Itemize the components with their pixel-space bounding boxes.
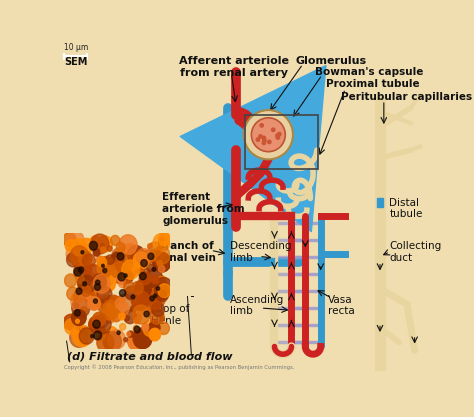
- Text: Distal
tubule: Distal tubule: [389, 198, 423, 219]
- Circle shape: [251, 118, 285, 152]
- Circle shape: [278, 133, 281, 136]
- Circle shape: [262, 141, 265, 145]
- Text: Bowman's capsule: Bowman's capsule: [315, 67, 423, 77]
- Text: Glomerulus: Glomerulus: [295, 56, 366, 66]
- Bar: [377, 198, 383, 207]
- Text: Ascending
limb: Ascending limb: [230, 295, 284, 317]
- Circle shape: [260, 124, 264, 127]
- Circle shape: [244, 110, 293, 159]
- Text: Collecting
duct: Collecting duct: [389, 241, 441, 263]
- Text: Branch of
renal vein: Branch of renal vein: [157, 241, 216, 263]
- Circle shape: [262, 136, 265, 140]
- Circle shape: [259, 135, 262, 138]
- Text: 10 μm: 10 μm: [64, 43, 89, 53]
- Text: Afferent arteriole
from renal artery: Afferent arteriole from renal artery: [180, 56, 290, 78]
- Circle shape: [272, 128, 275, 131]
- Circle shape: [263, 138, 266, 142]
- Text: Copyright © 2008 Pearson Education, Inc., publishing as Pearson Benjamin Cumming: Copyright © 2008 Pearson Education, Inc.…: [64, 364, 295, 370]
- Circle shape: [276, 136, 280, 139]
- Text: Peritubular capillaries: Peritubular capillaries: [341, 92, 473, 102]
- Circle shape: [268, 140, 271, 143]
- Circle shape: [256, 138, 260, 141]
- Text: Efferent
arteriole from
glomerulus: Efferent arteriole from glomerulus: [162, 193, 245, 226]
- Bar: [245, 116, 319, 169]
- Text: SEM: SEM: [64, 58, 88, 68]
- Text: Proximal tubule: Proximal tubule: [326, 79, 419, 89]
- Text: Descending
limb: Descending limb: [230, 241, 292, 263]
- Text: Loop of
Henle: Loop of Henle: [151, 304, 190, 326]
- Text: Vasa
recta: Vasa recta: [328, 295, 355, 317]
- Text: (d) Filtrate and blood flow: (d) Filtrate and blood flow: [66, 352, 232, 362]
- Circle shape: [276, 134, 279, 137]
